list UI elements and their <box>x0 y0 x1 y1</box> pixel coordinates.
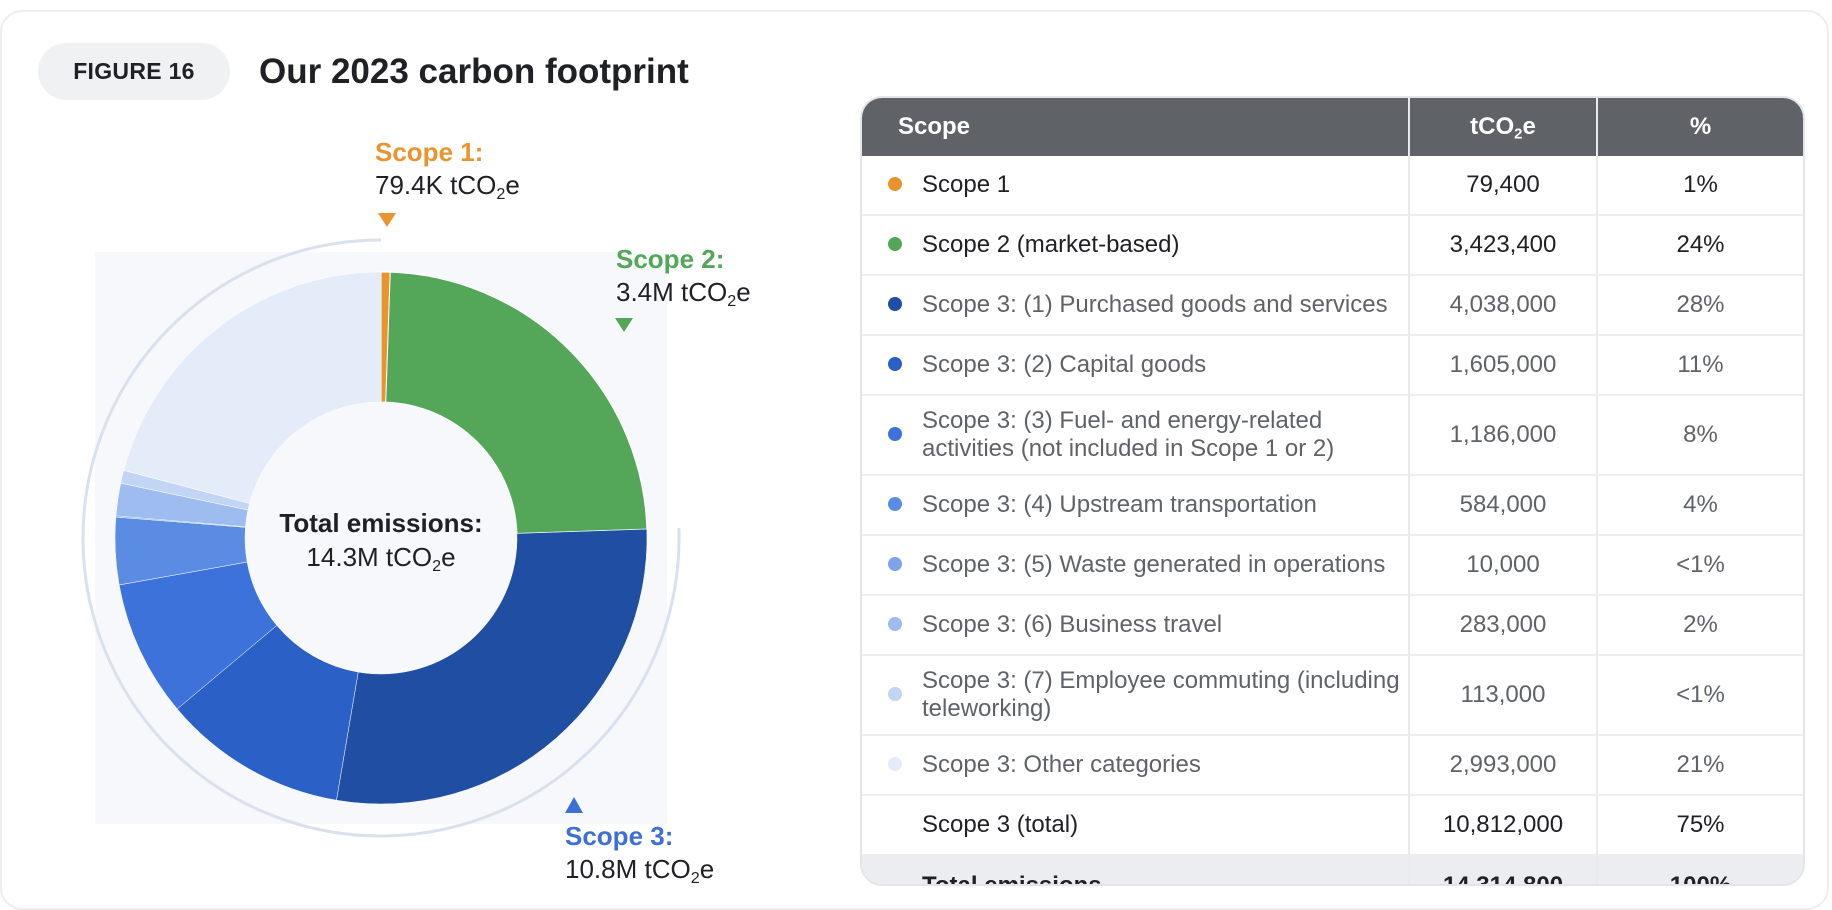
row-value: 79,400 <box>1408 156 1597 216</box>
scope1-annotation-value: 79.4K tCO2e <box>375 170 520 203</box>
legend-dot <box>888 237 902 251</box>
legend-dot <box>888 297 902 311</box>
legend-dot <box>888 617 902 631</box>
scope2-annotation-label: Scope 2: <box>616 244 725 274</box>
row-value: 1,186,000 <box>1408 395 1597 476</box>
scope3-total-row: Scope 3 (total) 10,812,000 75% <box>862 795 1803 856</box>
scope2-pointer <box>615 318 633 332</box>
row-scope: Scope 3: Other categories <box>922 751 1201 778</box>
row-scope: Scope 3: (4) Upstream transportation <box>922 491 1317 518</box>
legend-dot <box>888 557 902 571</box>
row-percent: 8% <box>1596 395 1803 476</box>
row-value: 1,605,000 <box>1408 335 1597 396</box>
table-header-row: Scope tCO2e % <box>862 98 1803 156</box>
table-row: Scope 3: (2) Capital goods 1,605,000 11% <box>862 335 1803 396</box>
row-percent: 2% <box>1596 595 1803 656</box>
row-percent: 11% <box>1596 335 1803 396</box>
table-row: Scope 3: (6) Business travel 283,000 2% <box>862 595 1803 656</box>
grand-total-percent: 100% <box>1596 855 1803 884</box>
legend-dot <box>888 497 902 511</box>
row-scope: Scope 3: (2) Capital goods <box>922 351 1207 378</box>
figure-title: Our 2023 carbon footprint <box>259 52 689 91</box>
row-percent: 28% <box>1596 275 1803 336</box>
grand-total-label: Total emissions <box>862 855 1409 884</box>
table-row: Scope 3: (1) Purchased goods and service… <box>862 275 1803 336</box>
scope3-outer-ring <box>81 238 681 838</box>
scope1-annotation: Scope 1: 79.4K tCO2e <box>375 136 520 202</box>
scope3-annotation-label: Scope 3: <box>565 821 674 851</box>
header-percent: % <box>1596 98 1803 156</box>
row-value: 283,000 <box>1408 595 1597 656</box>
row-scope: Scope 2 (market-based) <box>922 231 1180 258</box>
legend-dot <box>888 427 902 441</box>
row-value: 113,000 <box>1408 655 1597 736</box>
scope1-pointer <box>378 213 396 227</box>
legend-dot <box>888 357 902 371</box>
table-row: Scope 3: (5) Waste generated in operatio… <box>862 535 1803 596</box>
grand-total-row: Total emissions 14,314,800 100% <box>862 855 1803 884</box>
total-emissions-value: 14.3M tCO2e <box>306 542 456 575</box>
table-row: Scope 3: (3) Fuel- and energy-related ac… <box>862 395 1803 476</box>
scope3-total-value: 10,812,000 <box>1408 795 1597 856</box>
donut-slice-10 <box>123 271 382 504</box>
table-row: Scope 3: (7) Employee commuting (includi… <box>862 655 1803 736</box>
legend-dot <box>888 177 902 191</box>
row-scope: Scope 3: (7) Employee commuting (includi… <box>922 667 1400 722</box>
legend-dot <box>888 687 902 701</box>
table-row: Scope 1 79,400 1% <box>862 156 1803 216</box>
donut-slice-3 <box>336 528 648 805</box>
legend-dot <box>888 757 902 771</box>
table-row: Scope 3: (4) Upstream transportation 584… <box>862 475 1803 536</box>
scope3-total-label: Scope 3 (total) <box>862 795 1409 856</box>
total-emissions-label: Total emissions: <box>279 508 483 538</box>
row-percent: <1% <box>1596 535 1803 596</box>
scope3-annotation-value: 10.8M tCO2e <box>565 854 715 887</box>
row-percent: <1% <box>1596 655 1803 736</box>
row-scope: Scope 3: (3) Fuel- and energy-related ac… <box>922 407 1335 462</box>
figure-badge: FIGURE 16 <box>38 43 230 100</box>
row-scope: Scope 3: (5) Waste generated in operatio… <box>922 551 1386 578</box>
grand-total-value: 14,314,800 <box>1408 855 1597 884</box>
header-tco2e: tCO2e <box>1408 98 1597 156</box>
scope3-pointer <box>565 797 583 813</box>
scope3-annotation: Scope 3: 10.8M tCO2e <box>565 820 714 886</box>
donut-chart <box>81 238 681 838</box>
scope2-annotation-value: 3.4M tCO2e <box>616 277 751 310</box>
row-percent: 1% <box>1596 156 1803 216</box>
row-percent: 4% <box>1596 475 1803 536</box>
scope2-annotation: Scope 2: 3.4M tCO2e <box>616 243 751 309</box>
table-row: Scope 2 (market-based) 3,423,400 24% <box>862 215 1803 276</box>
row-value: 584,000 <box>1408 475 1597 536</box>
emissions-table: Scope tCO2e % Scope 1 79,400 1% Scope 2 … <box>860 96 1805 886</box>
table-body: Scope 1 79,400 1% Scope 2 (market-based)… <box>862 156 1803 884</box>
header-scope: Scope <box>862 98 1409 156</box>
scope3-total-percent: 75% <box>1596 795 1803 856</box>
row-percent: 24% <box>1596 215 1803 276</box>
row-value: 10,000 <box>1408 535 1597 596</box>
row-value: 4,038,000 <box>1408 275 1597 336</box>
donut-center-label: Total emissions: 14.3M tCO2e <box>236 506 526 574</box>
scope1-annotation-label: Scope 1: <box>375 137 484 167</box>
donut-slice-2 <box>385 271 648 534</box>
row-scope: Scope 1 <box>922 171 1011 198</box>
row-scope: Scope 3: (6) Business travel <box>922 611 1223 638</box>
row-percent: 21% <box>1596 735 1803 796</box>
table-row: Scope 3: Other categories 2,993,000 21% <box>862 735 1803 796</box>
row-scope: Scope 3: (1) Purchased goods and service… <box>922 291 1388 318</box>
row-value: 2,993,000 <box>1408 735 1597 796</box>
row-value: 3,423,400 <box>1408 215 1597 276</box>
